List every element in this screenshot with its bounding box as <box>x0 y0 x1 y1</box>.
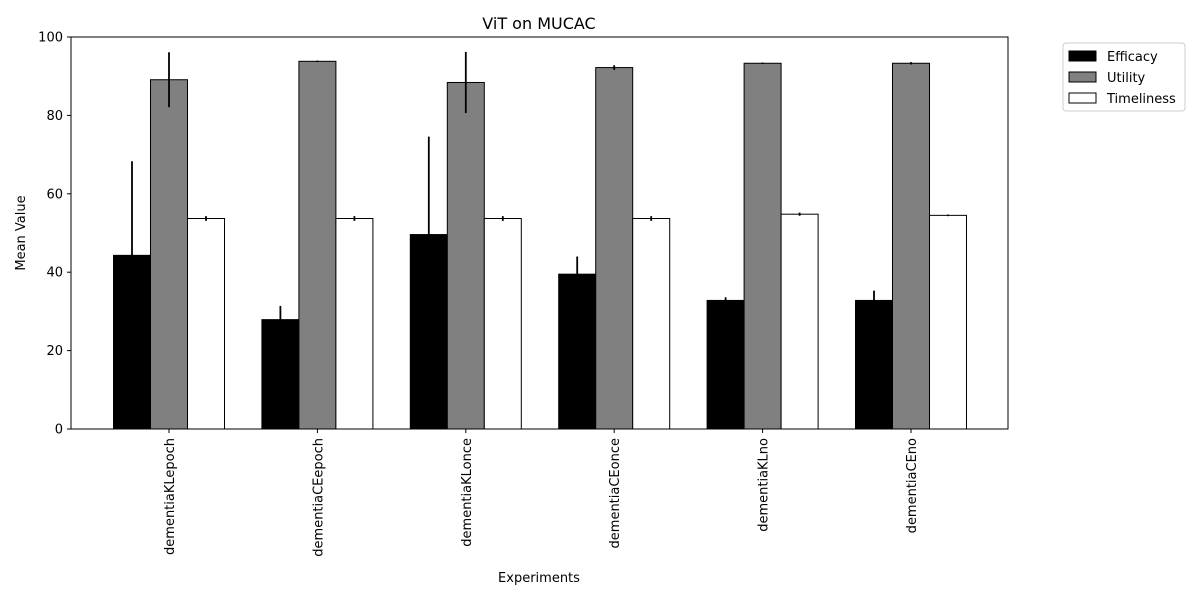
y-tick-label: 20 <box>46 344 63 359</box>
bar-utility-dementiaKLepoch <box>150 79 188 430</box>
chart-title: ViT on MUCAC <box>482 14 595 33</box>
bar-efficacy-dementiaCEepoch <box>261 319 300 430</box>
bar-timeliness-dementiaCEonce <box>632 217 671 430</box>
bar-utility-dementiaCEepoch <box>298 60 337 430</box>
legend-swatch-timeliness <box>1068 92 1097 104</box>
x-tick-label: dementiaKLno <box>757 438 772 532</box>
y-axis-title: Mean Value <box>14 195 29 270</box>
legend-label-utility: Utility <box>1107 71 1146 86</box>
legend-swatch-efficacy <box>1068 50 1097 62</box>
plot-frame <box>70 36 1009 430</box>
bar-utility-dementiaCEno <box>892 62 930 430</box>
y-axis: 0 20 40 60 80 100 <box>38 31 71 438</box>
bar-timeliness-dementiaKLepoch <box>187 217 225 430</box>
bars-layer <box>113 60 967 430</box>
legend-swatch-utility <box>1068 71 1097 83</box>
x-tick-label: dementiaCEepoch <box>311 438 326 557</box>
x-tick-label: dementiaCEno <box>905 438 920 533</box>
y-tick-label: 80 <box>46 109 63 124</box>
x-axis-title: Experiments <box>498 571 580 586</box>
x-axis: dementiaKLepoch dementiaCEepoch dementiaKL… <box>163 429 920 557</box>
bar-utility-dementiaKLno <box>743 62 782 430</box>
bar-timeliness-dementiaCEepoch <box>335 217 374 430</box>
legend-label-efficacy: Efficacy <box>1107 50 1158 65</box>
bar-timeliness-dementiaKLno <box>780 213 819 430</box>
bar-efficacy-dementiaCEno <box>855 299 893 430</box>
x-tick-label: dementiaCEonce <box>608 438 623 548</box>
y-tick-label: 100 <box>38 31 63 46</box>
legend-label-timeliness: Timeliness <box>1106 92 1176 107</box>
y-tick-label: 60 <box>46 187 63 202</box>
bar-efficacy-dementiaCEonce <box>558 273 597 430</box>
error-bars-layer <box>131 51 949 350</box>
bar-utility-dementiaKLonce <box>446 81 485 430</box>
bar-efficacy-dementiaKLno <box>706 299 745 430</box>
bar-timeliness-dementiaCEno <box>929 214 967 430</box>
bar-utility-dementiaCEonce <box>595 67 634 430</box>
x-tick-label: dementiaKLepoch <box>163 438 178 555</box>
x-tick-label: dementiaKLonce <box>460 438 475 547</box>
y-tick-label: 0 <box>55 423 63 438</box>
bar-timeliness-dementiaKLonce <box>483 217 522 430</box>
y-tick-label: 40 <box>46 266 63 281</box>
legend: Efficacy Utility Timeliness <box>1062 42 1186 112</box>
